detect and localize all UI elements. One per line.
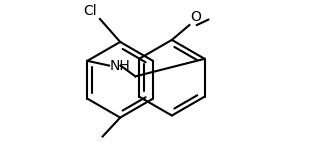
- Text: Cl: Cl: [83, 4, 96, 18]
- Text: NH: NH: [110, 58, 131, 73]
- Text: O: O: [190, 10, 201, 24]
